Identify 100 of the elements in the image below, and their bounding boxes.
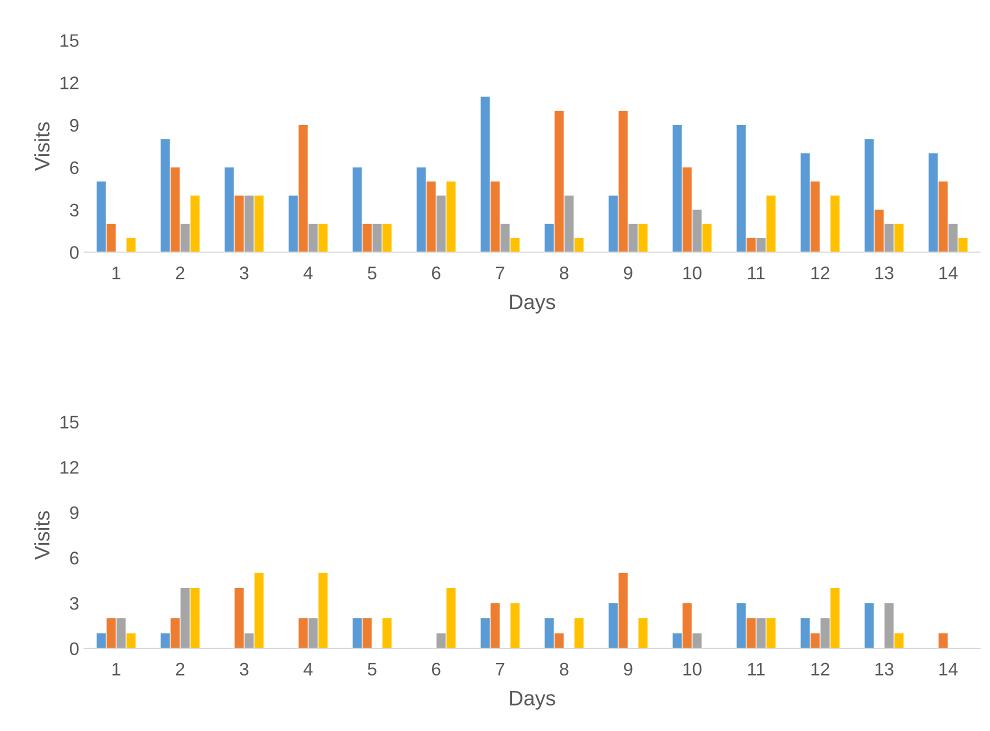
- bar: [480, 618, 490, 648]
- x-tick-label: 8: [560, 266, 568, 280]
- bar: [510, 238, 520, 252]
- x-tick-label: 4: [304, 662, 313, 676]
- y-tick-label: 3: [70, 204, 78, 217]
- bar: [766, 196, 776, 252]
- x-tick-label: 1: [112, 662, 120, 676]
- bar: [894, 633, 904, 648]
- bar: [106, 618, 116, 648]
- bar: [692, 210, 702, 252]
- bar: [382, 224, 392, 252]
- bar: [234, 588, 244, 648]
- x-tick-label: 10: [683, 266, 702, 280]
- bar: [126, 238, 136, 252]
- bar: [288, 196, 298, 252]
- bar: [500, 224, 510, 252]
- bar: [244, 196, 254, 252]
- y-tick-label: 6: [70, 161, 78, 174]
- bar: [308, 618, 318, 648]
- bar: [618, 572, 628, 648]
- x-tick-label: 14: [939, 662, 958, 676]
- bar: [234, 196, 244, 252]
- bar: [874, 210, 884, 252]
- x-tick-label: 5: [368, 266, 376, 280]
- bar: [810, 633, 820, 648]
- bar: [224, 167, 234, 252]
- bar: [318, 572, 328, 648]
- y-tick-label: 15: [60, 416, 79, 429]
- bar: [426, 182, 436, 252]
- x-tick-label: 4: [304, 266, 313, 280]
- bar: [298, 125, 308, 252]
- bar: [884, 224, 894, 252]
- bar: [554, 110, 564, 252]
- bar: [672, 633, 682, 648]
- bar: [372, 224, 382, 252]
- bar: [800, 153, 810, 252]
- bar: [490, 182, 500, 252]
- bar: [490, 603, 500, 648]
- bar: [544, 618, 554, 648]
- bar: [928, 153, 938, 252]
- y-tick-label: 15: [60, 34, 79, 47]
- bar: [948, 224, 958, 252]
- bar: [628, 224, 638, 252]
- bar: [436, 633, 446, 648]
- bar: [96, 182, 106, 252]
- bar: [170, 618, 180, 648]
- x-tick-label: 7: [496, 266, 504, 280]
- bar: [160, 139, 170, 252]
- x-tick-label: 12: [811, 266, 830, 280]
- bar: [736, 603, 746, 648]
- bar: [362, 618, 372, 648]
- bar: [436, 196, 446, 252]
- bar: [938, 182, 948, 252]
- bar: [544, 224, 554, 252]
- x-tick-label: 13: [875, 662, 894, 676]
- bar: [638, 618, 648, 648]
- x-tick-label: 14: [939, 266, 958, 280]
- bar: [106, 224, 116, 252]
- x-tick-label: 11: [748, 266, 765, 280]
- bar: [736, 125, 746, 252]
- x-axis-title: Days: [510, 294, 556, 314]
- bar: [180, 224, 190, 252]
- bar: [766, 618, 776, 648]
- x-tick-label: 9: [624, 266, 632, 280]
- y-tick-label: 0: [70, 246, 79, 259]
- bar: [116, 618, 126, 648]
- x-tick-label: 9: [624, 662, 632, 676]
- bar: [254, 572, 264, 648]
- y-tick-label: 6: [70, 552, 78, 564]
- bar: [938, 633, 948, 648]
- x-tick-label: 2: [176, 266, 184, 280]
- x-tick-label: 11: [748, 662, 765, 676]
- y-tick-label: 3: [70, 597, 78, 610]
- bar: [756, 238, 766, 252]
- x-tick-label: 6: [432, 266, 440, 280]
- bar: [746, 238, 756, 252]
- x-tick-label: 6: [432, 662, 440, 676]
- x-tick-label: 8: [560, 662, 568, 676]
- bar: [352, 618, 362, 648]
- bar: [864, 139, 874, 252]
- bar: [692, 633, 702, 648]
- bar: [180, 588, 190, 648]
- bar: [958, 238, 968, 252]
- x-tick-label: 13: [875, 266, 894, 280]
- x-tick-label: 12: [811, 662, 830, 676]
- y-tick-label: 9: [70, 506, 78, 520]
- bar: [190, 588, 200, 648]
- y-tick-label: 12: [60, 76, 78, 90]
- y-tick-label: 0: [70, 642, 79, 656]
- y-tick-label: 12: [60, 461, 78, 474]
- bar: [510, 603, 520, 648]
- y-axis-title: Visits: [34, 122, 50, 171]
- bar: [574, 238, 584, 252]
- bar: [244, 633, 254, 648]
- bar: [362, 224, 372, 252]
- bar: [672, 125, 682, 252]
- bar: [190, 196, 200, 252]
- bar: [618, 110, 628, 252]
- x-axis-title: Days: [510, 690, 556, 710]
- bar: [554, 633, 564, 648]
